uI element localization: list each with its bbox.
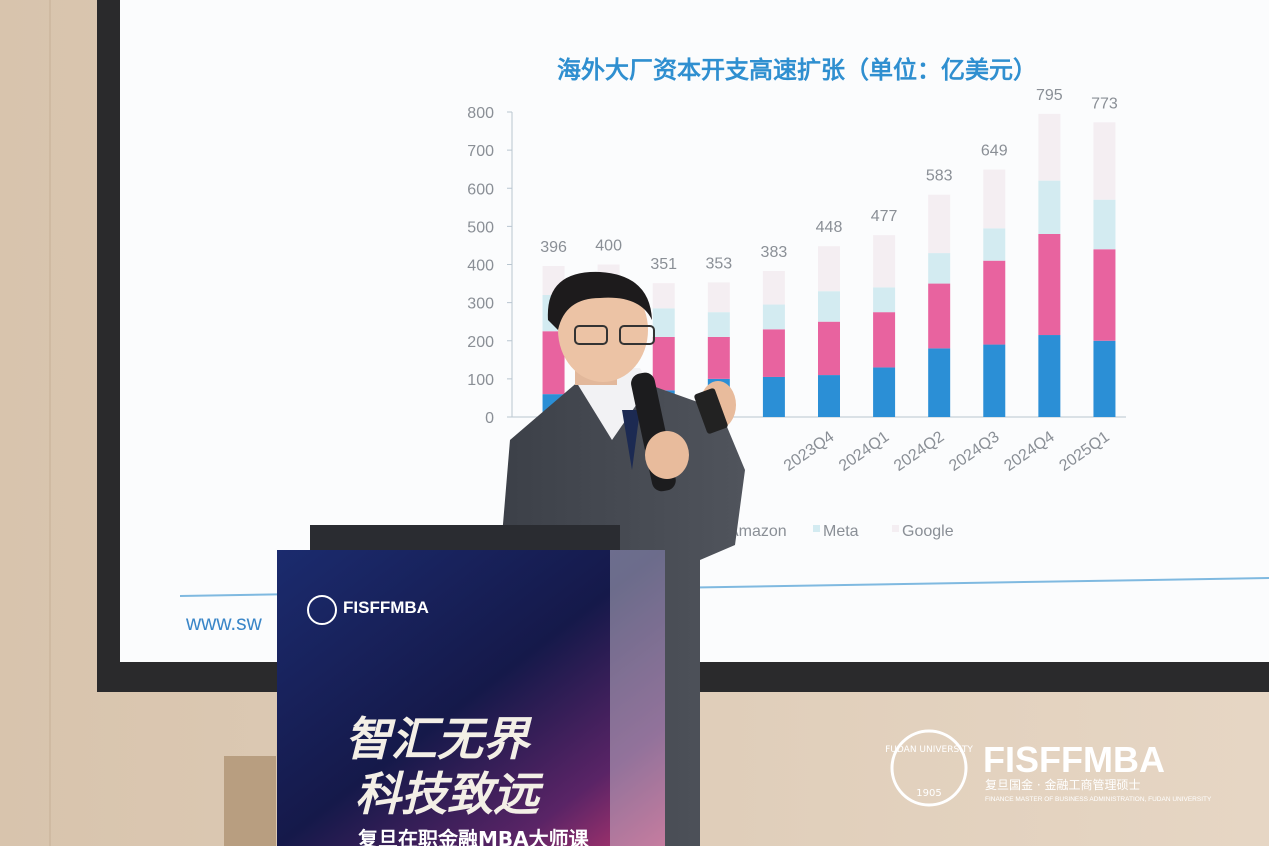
- lectern-top: [310, 525, 620, 553]
- bar-segment: [542, 331, 565, 395]
- suit: [500, 380, 745, 846]
- watermark-seal: [890, 729, 968, 807]
- y-tick-label: 800: [467, 105, 494, 122]
- watermark-seal-text: FUDAN UNIVERSITY: [885, 745, 973, 755]
- bar-segment: [1038, 113, 1061, 181]
- bar-segment: [983, 260, 1006, 345]
- legend-swatch: [892, 525, 899, 532]
- legend-label: Amazon: [728, 523, 787, 540]
- shirt: [575, 368, 650, 440]
- bar-segment: [873, 312, 896, 368]
- bar-segment: [928, 283, 951, 349]
- bar-segment: [928, 348, 951, 417]
- bar-segment: [873, 287, 896, 313]
- podium-course: 复旦在职金融MBA大师课: [357, 827, 590, 846]
- y-tick-label: 300: [467, 296, 494, 313]
- glasses: [574, 325, 608, 345]
- y-tick-label: 400: [467, 258, 494, 275]
- legend-label: Google: [902, 523, 954, 540]
- bar-segment: [762, 376, 785, 417]
- bar-segment: [1093, 122, 1116, 200]
- total-label: 351: [650, 256, 677, 273]
- y-tick-label: 500: [467, 219, 494, 236]
- bar-segment: [983, 228, 1006, 261]
- bar-segment: [873, 367, 896, 417]
- bar-segment: [652, 283, 675, 309]
- podium-seal: [307, 595, 337, 625]
- bar-segment: [1093, 340, 1116, 417]
- bar-segment: [652, 308, 675, 337]
- face: [558, 278, 648, 382]
- bar-segment: [818, 246, 840, 292]
- remote: [694, 388, 728, 434]
- hair: [547, 271, 652, 330]
- y-tick-label: 200: [467, 334, 494, 351]
- podium-slogan: 科技致远: [355, 767, 544, 821]
- vent: [224, 756, 276, 846]
- podium-slogan: 智汇无界: [345, 712, 533, 766]
- bar-segment: [762, 329, 785, 377]
- bar-segment: [652, 336, 675, 391]
- screen-url: www.sw: [185, 612, 263, 635]
- total-label: 400: [595, 238, 622, 255]
- total-label: 773: [1091, 95, 1118, 112]
- total-label: 795: [1036, 87, 1063, 104]
- speaker: [500, 271, 745, 846]
- bar-segment: [762, 304, 785, 330]
- legend-label: Meta: [823, 523, 859, 540]
- bar-segment: [762, 270, 785, 305]
- bar-segment: [928, 194, 951, 254]
- bar-segment: [818, 291, 840, 322]
- total-label: 383: [761, 244, 788, 261]
- bar-segment: [818, 321, 840, 376]
- bar-segment: [1038, 234, 1061, 336]
- total-label: 353: [705, 255, 732, 272]
- y-tick-label: 600: [467, 181, 494, 198]
- bar-segment: [983, 169, 1006, 229]
- bar-segment: [928, 253, 951, 284]
- podium: [277, 550, 665, 846]
- chart-title: 海外大厂资本开支高速扩张（单位：亿美元）: [557, 56, 1037, 84]
- bar-segment: [707, 312, 730, 337]
- bar-segment: [1038, 180, 1061, 234]
- glasses: [619, 325, 655, 345]
- y-tick-label: 700: [467, 143, 494, 160]
- total-label: 448: [816, 219, 843, 236]
- bar-segment: [983, 344, 1006, 417]
- legend-swatch: [813, 525, 820, 532]
- podium-side: [610, 550, 665, 846]
- tie: [622, 410, 640, 470]
- total-label: 396: [540, 239, 567, 256]
- hand: [645, 431, 689, 479]
- y-tick-label: 100: [467, 372, 494, 389]
- podium-logo: FISFFMBA: [343, 598, 429, 617]
- watermark-seal-year: 1905: [916, 788, 941, 799]
- bar-segment: [1093, 199, 1116, 250]
- total-label: 649: [981, 143, 1008, 160]
- bar-segment: [1038, 335, 1061, 417]
- bar-segment: [707, 282, 730, 313]
- bar-segment: [707, 336, 730, 379]
- bar-segment: [1093, 249, 1116, 341]
- y-tick-label: 0: [485, 410, 494, 427]
- total-label: 477: [871, 208, 898, 225]
- watermark-logo: FISFFMBA: [983, 739, 1165, 780]
- bar-segment: [818, 375, 840, 417]
- watermark-subtitle: 复旦国金 · 金融工商管理硕士: [985, 777, 1140, 792]
- total-label: 583: [926, 168, 953, 185]
- watermark-subtitle-en: FINANCE MASTER OF BUSINESS ADMINISTRATIO…: [985, 796, 1212, 803]
- bar-segment: [873, 235, 896, 288]
